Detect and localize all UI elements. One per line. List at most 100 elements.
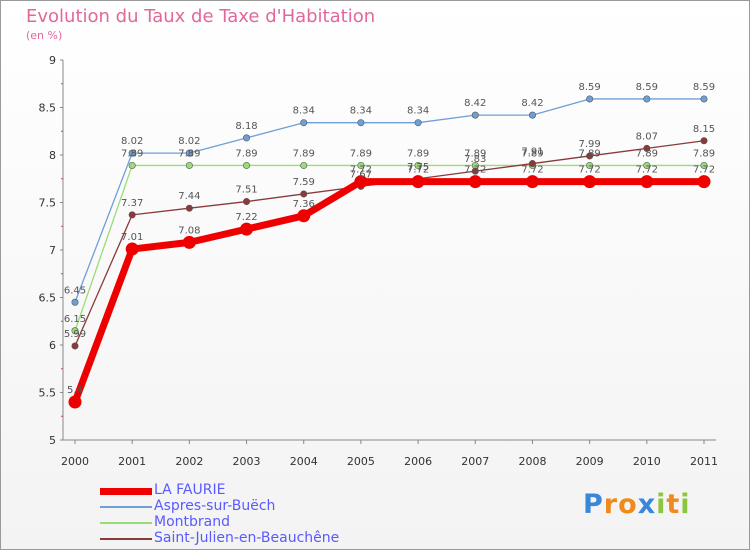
logo-letter: r [603,489,619,520]
data-label: 8.59 [636,82,658,93]
data-point [243,134,251,142]
chart-title: Evolution du Taux de Taxe d'Habitation [26,6,376,27]
data-label: 8.34 [293,106,315,117]
data-point [71,327,79,335]
x-tick-label: 2004 [290,455,318,468]
data-label: 7.89 [293,148,315,159]
data-point [700,137,708,145]
y-tick-label: 6.5 [39,292,57,305]
data-label: 8.42 [521,98,543,109]
data-label: 7.91 [521,147,543,158]
legend-label: LA FAURIE [154,482,226,498]
data-point [182,235,196,249]
data-label: 7.89 [407,148,429,159]
data-label: 7.99 [579,139,601,150]
data-point [300,161,308,169]
data-point [71,342,79,350]
data-point [643,161,651,169]
data-label: 7.51 [235,185,257,196]
logo-letter: i [656,489,667,520]
logo-letter: i [680,489,691,520]
y-tick-label: 8 [49,149,56,162]
x-tick-label: 2011 [690,455,718,468]
data-point [414,161,422,169]
data-point [643,95,651,103]
chart-subtitle: (en %) [26,29,63,42]
data-label: 7.89 [235,148,257,159]
logo-letter: P [583,489,604,520]
x-tick-label: 2009 [576,455,604,468]
data-point [471,167,479,175]
x-tick-label: 2008 [518,455,546,468]
data-label: 7.75 [407,162,429,173]
data-point [357,161,365,169]
data-point [586,95,594,103]
data-point [354,175,368,189]
data-label: 6.45 [64,285,86,296]
data-point [528,160,536,168]
data-point [468,175,482,189]
x-tick-label: 2001 [118,455,146,468]
data-point [185,149,193,157]
data-point [525,175,539,189]
data-point [243,198,251,206]
data-point [583,175,597,189]
data-label: 8.07 [636,131,658,142]
data-label: 7.37 [121,198,143,209]
y-tick-label: 6 [49,339,56,352]
data-point [700,161,708,169]
series-line [74,98,704,303]
x-tick-label: 2006 [404,455,432,468]
y-tick-label: 5.5 [39,387,57,400]
data-label: 8.15 [693,124,715,135]
data-label: 7.72 [521,165,543,176]
data-point [300,119,308,127]
data-label: 5.99 [64,329,86,340]
legend-swatch [100,522,152,524]
data-point [586,152,594,160]
data-point [640,175,654,189]
data-label: 7.36 [293,199,315,210]
data-label: 7.22 [235,212,257,223]
data-point [643,144,651,152]
data-point [357,119,365,127]
data-label: 7.89 [464,148,486,159]
y-tick-label: 9 [49,54,56,67]
data-label: 7.01 [121,232,143,243]
data-label: 8.42 [464,98,486,109]
legend-label: Montbrand [154,514,230,530]
y-tick-label: 8.5 [39,102,57,115]
data-label: 7.83 [464,154,486,165]
x-tick-label: 2002 [175,455,203,468]
data-label: 8.59 [579,82,601,93]
data-label: 8.34 [350,106,372,117]
data-point [240,222,254,236]
x-tick-label: 2007 [461,455,489,468]
data-label: 8.02 [178,136,200,147]
data-label: 7.89 [521,148,543,159]
data-label: 7.72 [693,165,715,176]
x-tick-label: 2010 [633,455,661,468]
x-tick-label: 2003 [233,455,261,468]
data-label: 7.72 [407,165,429,176]
data-label: 7.89 [636,148,658,159]
data-point [71,298,79,306]
y-tick-label: 5 [49,434,56,447]
data-point [128,161,136,169]
data-label: 7.89 [693,148,715,159]
data-point [185,204,193,212]
logo-letter: o [618,489,638,520]
data-label: 7.89 [178,148,200,159]
data-label: 7.89 [579,148,601,159]
legend-swatch [100,538,152,540]
data-point [700,95,708,103]
data-point [411,175,425,189]
data-label: 8.59 [693,82,715,93]
data-label: 8.18 [235,121,257,132]
data-point [528,111,536,119]
data-point [185,161,193,169]
data-point [697,175,711,189]
logo-letter: t [666,489,681,520]
data-label: 8.34 [407,106,429,117]
legend-label: Saint-Julien-en-Beauchêne [154,530,340,546]
